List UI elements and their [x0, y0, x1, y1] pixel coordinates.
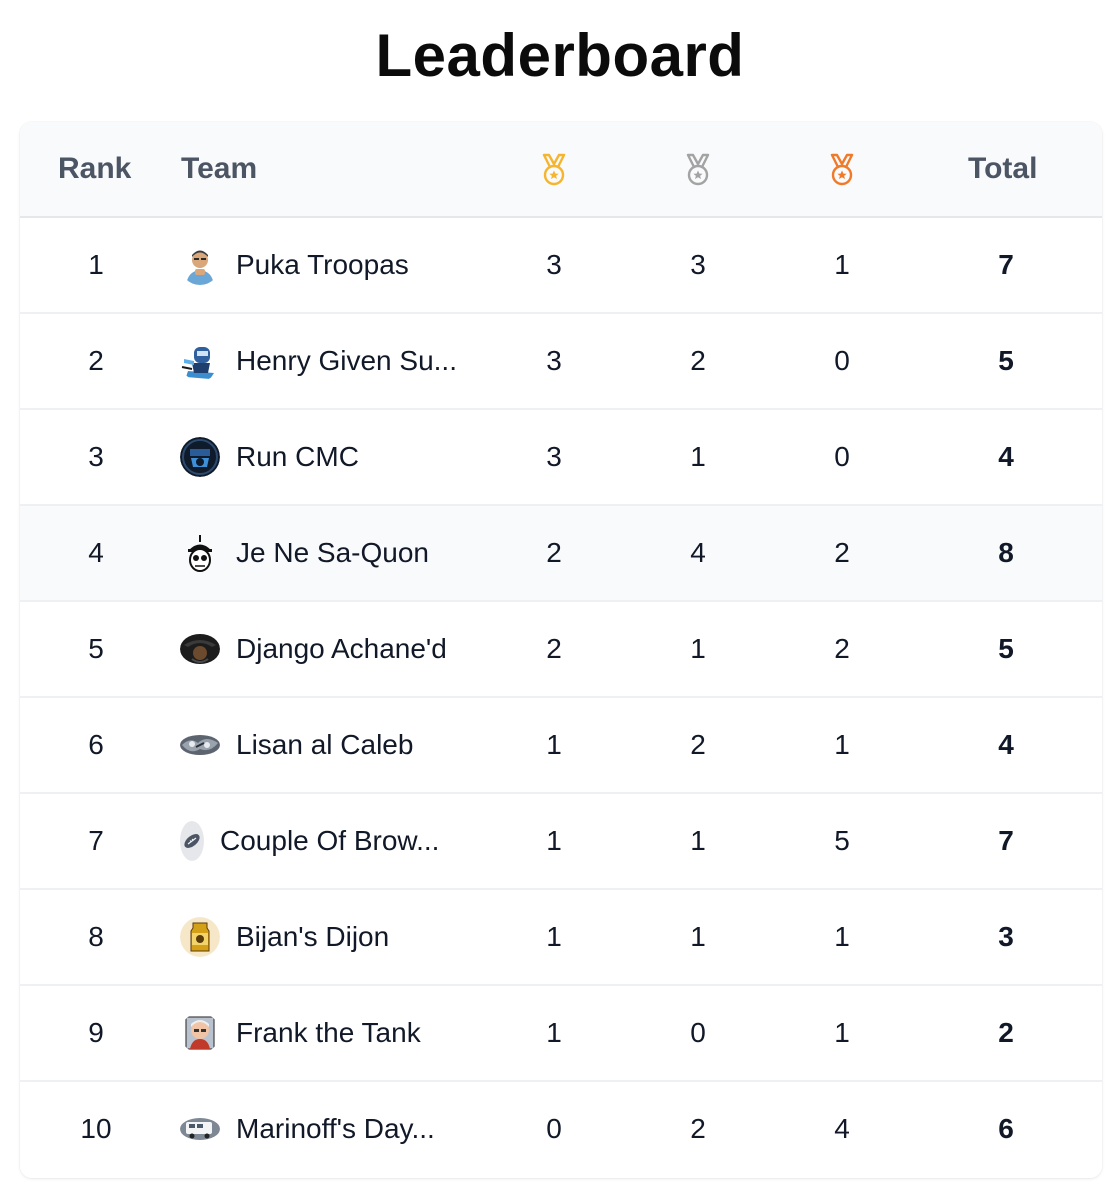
rank-cell: 2	[88, 345, 104, 376]
bronze-count: 1	[834, 1017, 850, 1048]
rank-cell: 4	[88, 537, 104, 568]
table-row[interactable]: 10 Marinoff's Day... 0 2 4 6	[20, 1082, 1102, 1178]
football-icon	[180, 821, 204, 861]
table-row[interactable]: 3 Run CMC 3 1 0 4	[20, 410, 1102, 506]
table-row[interactable]: 7 Couple Of Brow... 1 1 5 7	[20, 794, 1102, 890]
rank-cell: 5	[88, 633, 104, 664]
rank-cell: 3	[88, 441, 104, 472]
rank-cell: 1	[88, 249, 104, 280]
puka-troopas-avatar	[180, 245, 220, 285]
bronze-count: 1	[834, 921, 850, 952]
bronze-count: 4	[834, 1113, 850, 1144]
silver-count: 2	[690, 345, 706, 376]
bronze-medal-icon[interactable]	[824, 152, 860, 188]
total-count: 8	[998, 537, 1014, 568]
table-row[interactable]: 5 Django Achane'd 2 1 2 5	[20, 602, 1102, 698]
silver-count: 4	[690, 537, 706, 568]
gold-count: 1	[546, 825, 562, 856]
silver-count: 1	[690, 633, 706, 664]
total-count: 2	[998, 1017, 1014, 1048]
table-row[interactable]: 1 Puka Troopas 3 3 1 7	[20, 218, 1102, 314]
bronze-count: 2	[834, 633, 850, 664]
rank-cell: 10	[80, 1113, 112, 1144]
silver-count: 1	[690, 921, 706, 952]
total-count: 5	[998, 633, 1014, 664]
bronze-count: 1	[834, 249, 850, 280]
django-achaned-avatar	[180, 634, 220, 664]
bronze-count: 0	[834, 345, 850, 376]
silver-count: 1	[690, 441, 706, 472]
rank-column-header[interactable]: Rank	[58, 152, 132, 185]
bronze-count: 5	[834, 825, 850, 856]
gold-count: 3	[546, 249, 562, 280]
team-column-header[interactable]: Team	[181, 152, 258, 185]
table-row[interactable]: 8 Bijan's Dijon 1 1 1 3	[20, 890, 1102, 986]
bronze-count: 2	[834, 537, 850, 568]
team-name[interactable]: Henry Given Su...	[236, 345, 457, 376]
gold-count: 1	[546, 921, 562, 952]
je-ne-sa-quon-avatar	[180, 533, 220, 573]
silver-count: 0	[690, 1017, 706, 1048]
gold-count: 1	[546, 729, 562, 760]
page-title: Leaderboard	[375, 22, 745, 89]
team-name[interactable]: Bijan's Dijon	[236, 921, 390, 952]
rank-cell: 9	[88, 1017, 104, 1048]
silver-count: 2	[690, 1113, 706, 1144]
henry-given-avatar	[180, 341, 220, 381]
total-count: 7	[998, 825, 1014, 856]
team-name[interactable]: Marinoff's Day...	[236, 1113, 435, 1144]
table-row[interactable]: 6 Lisan al Caleb 1 2 1 4	[20, 698, 1102, 794]
total-column-header[interactable]: Total	[968, 152, 1038, 185]
rank-cell: 8	[88, 921, 104, 952]
table-row[interactable]: 4 Je Ne Sa-Quon 2 4 2 8	[20, 506, 1102, 602]
table-body: 1 Puka Troopas 3 3 1 7 2	[20, 218, 1102, 1178]
table-header: Rank Team Total	[20, 122, 1102, 218]
total-count: 5	[998, 345, 1014, 376]
silver-count: 3	[690, 249, 706, 280]
gold-count: 3	[546, 345, 562, 376]
team-name[interactable]: Django Achane'd	[236, 633, 447, 664]
total-count: 7	[998, 249, 1014, 280]
table-row[interactable]: 9 Frank the Tank 1 0 1 2	[20, 986, 1102, 1082]
gold-count: 2	[546, 537, 562, 568]
silver-count: 1	[690, 825, 706, 856]
total-count: 4	[998, 441, 1014, 472]
gold-count: 2	[546, 633, 562, 664]
bijans-dijon-avatar	[180, 917, 220, 957]
gold-count: 3	[546, 441, 562, 472]
silver-medal-icon[interactable]	[680, 152, 716, 188]
bronze-count: 1	[834, 729, 850, 760]
total-count: 3	[998, 921, 1014, 952]
total-count: 4	[998, 729, 1014, 760]
marinoffs-avatar	[180, 1118, 220, 1140]
bronze-count: 0	[834, 441, 850, 472]
team-name[interactable]: Frank the Tank	[236, 1017, 421, 1048]
leaderboard-table: Rank Team Total 1	[20, 122, 1102, 1178]
gold-count: 1	[546, 1017, 562, 1048]
rank-cell: 7	[88, 825, 104, 856]
team-name[interactable]: Puka Troopas	[236, 249, 409, 280]
rank-cell: 6	[88, 729, 104, 760]
lisan-al-caleb-avatar	[180, 735, 220, 755]
silver-count: 2	[690, 729, 706, 760]
team-name[interactable]: Run CMC	[236, 441, 359, 472]
run-cmc-avatar	[180, 437, 220, 477]
team-name[interactable]: Lisan al Caleb	[236, 729, 414, 760]
total-count: 6	[998, 1113, 1014, 1144]
frank-the-tank-avatar	[180, 1013, 220, 1053]
team-name[interactable]: Je Ne Sa-Quon	[236, 537, 429, 568]
team-name[interactable]: Couple Of Brow...	[220, 825, 440, 856]
gold-medal-icon[interactable]	[536, 152, 572, 188]
table-row[interactable]: 2 Henry Given Su... 3 2 0 5	[20, 314, 1102, 410]
gold-count: 0	[546, 1113, 562, 1144]
